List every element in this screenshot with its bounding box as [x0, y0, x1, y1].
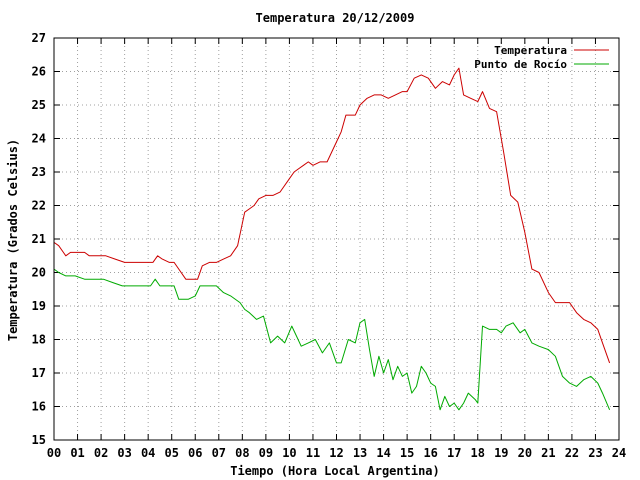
x-tick-label: 18	[471, 446, 485, 460]
x-tick-label: 08	[235, 446, 249, 460]
y-tick-label: 23	[32, 165, 46, 179]
y-tick-label: 27	[32, 31, 46, 45]
x-tick-label: 01	[70, 446, 84, 460]
x-tick-label: 12	[329, 446, 343, 460]
y-tick-label: 15	[32, 433, 46, 447]
x-tick-label: 07	[212, 446, 226, 460]
y-axis-label: Temperatura (Grados Celsius)	[6, 139, 20, 341]
chart-title: Temperatura 20/12/2009	[256, 11, 415, 25]
x-tick-label: 15	[400, 446, 414, 460]
x-tick-label: 22	[565, 446, 579, 460]
x-tick-label: 03	[117, 446, 131, 460]
x-tick-label: 19	[494, 446, 508, 460]
x-tick-label: 13	[353, 446, 367, 460]
series-lines	[53, 67, 611, 411]
legend-label-0: Temperatura	[494, 44, 567, 57]
legend-label-1: Punto de Rocío	[474, 58, 567, 71]
grid-lines	[54, 38, 619, 440]
x-tick-label: 06	[188, 446, 202, 460]
x-tick-label: 09	[259, 446, 273, 460]
x-tick-label: 11	[306, 446, 320, 460]
y-axis-ticks: 15 16 17 18 19 20 21 22 23 24 25 26 27	[32, 31, 619, 447]
y-tick-label: 21	[32, 232, 46, 246]
y-tick-label: 24	[32, 132, 46, 146]
x-tick-label: 23	[588, 446, 602, 460]
y-tick-label: 19	[32, 299, 46, 313]
x-axis-label: Tiempo (Hora Local Argentina)	[230, 464, 440, 478]
y-tick-label: 17	[32, 366, 46, 380]
series-line-0	[53, 67, 611, 364]
x-tick-label: 00	[47, 446, 61, 460]
series-line-1	[53, 268, 611, 411]
y-tick-label: 22	[32, 199, 46, 213]
x-tick-label: 05	[164, 446, 178, 460]
plot-frame	[53, 37, 620, 441]
y-tick-label: 18	[32, 333, 46, 347]
x-tick-label: 02	[94, 446, 108, 460]
y-tick-label: 20	[32, 266, 46, 280]
x-tick-label: 17	[447, 446, 461, 460]
x-tick-label: 24	[612, 446, 626, 460]
y-tick-label: 16	[32, 400, 46, 414]
x-tick-label: 14	[376, 446, 390, 460]
y-tick-label: 26	[32, 65, 46, 79]
x-tick-label: 04	[141, 446, 155, 460]
y-tick-label: 25	[32, 98, 46, 112]
x-tick-label: 21	[541, 446, 555, 460]
x-tick-label: 20	[518, 446, 532, 460]
x-axis-ticks: 00 01 02 03 04 05 06 07 08 09 10 11 12 13 14 15 16 17 18 19…	[47, 38, 626, 460]
x-tick-label: 10	[282, 446, 296, 460]
x-tick-label: 16	[423, 446, 437, 460]
